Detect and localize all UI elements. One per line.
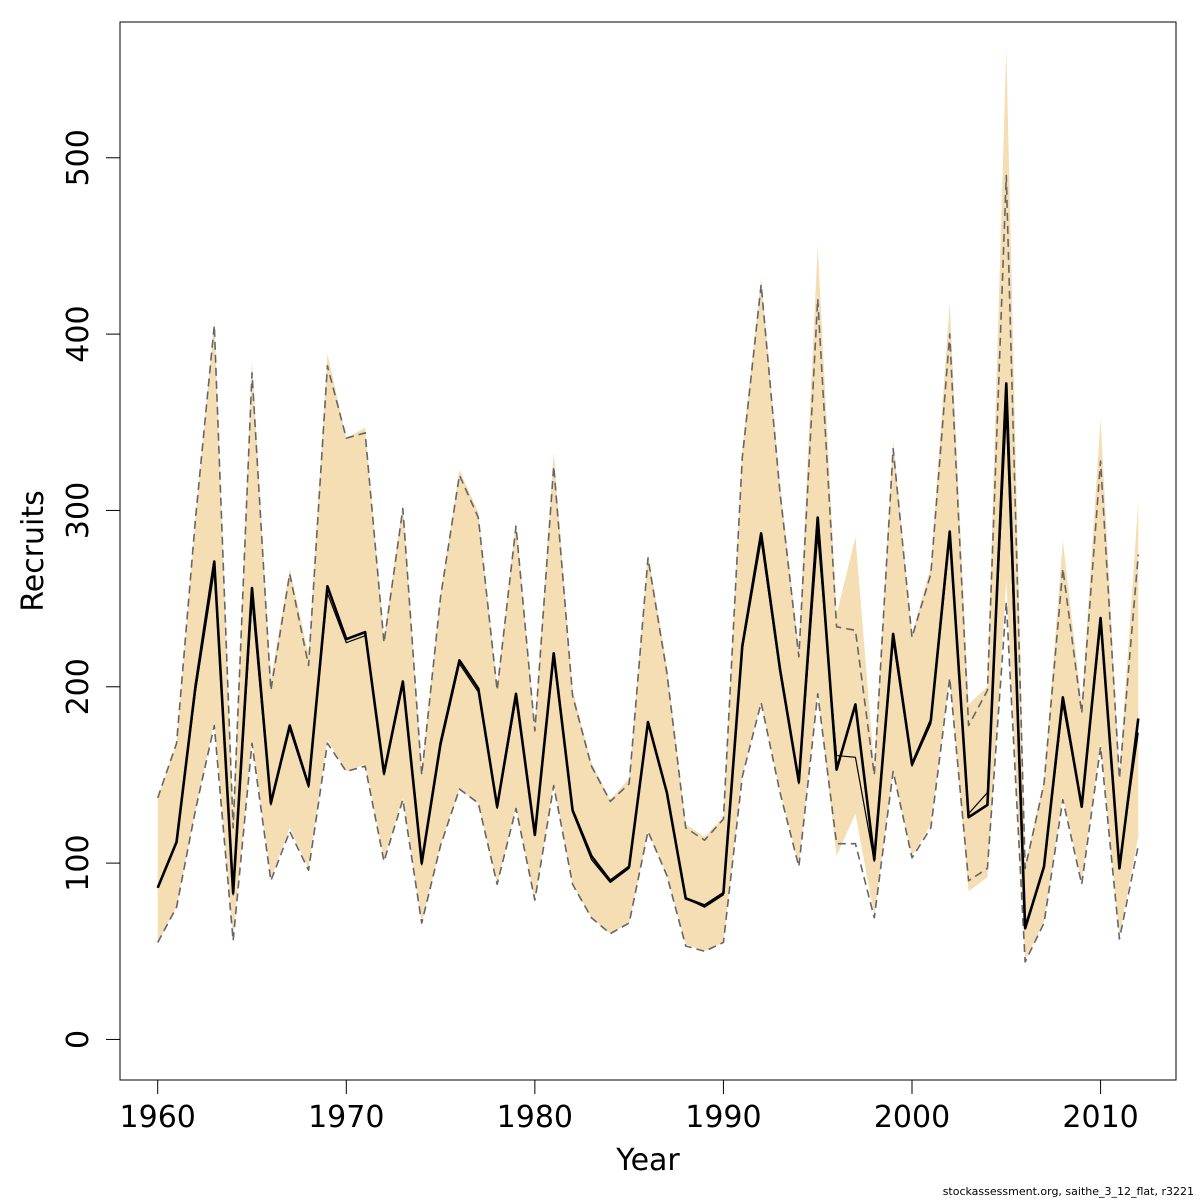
footnote: stockassessment.org, saithe_3_12_flat, r… [943, 1185, 1194, 1198]
y-tick-label: 400 [61, 305, 96, 362]
series-line-dashed-upper [156, 174, 1140, 870]
series-line-solid-thick [156, 382, 1140, 930]
x-tick-label: 1990 [685, 1100, 761, 1135]
x-tick-label: 2000 [874, 1100, 950, 1135]
x-tick-label: 1980 [497, 1100, 573, 1135]
y-tick-label: 300 [61, 482, 96, 539]
x-tick-label: 2010 [1062, 1100, 1138, 1135]
y-tick-label: 200 [61, 658, 96, 715]
y-tick-label: 100 [61, 834, 96, 891]
confidence-band [157, 48, 1139, 961]
series-group [156, 174, 1140, 963]
y-tick-label: 0 [61, 1030, 96, 1049]
confidence-band-group [157, 48, 1139, 961]
x-tick-label: 1970 [308, 1100, 384, 1135]
x-axis: 1960 1970 1980 1990 2000 2010 [120, 1079, 1139, 1135]
y-tick-label: 500 [61, 129, 96, 186]
y-axis: 0 100 200 300 400 500 [61, 129, 121, 1049]
x-tick-label: 1960 [120, 1100, 196, 1135]
x-axis-title: Year [615, 1143, 680, 1178]
y-axis-title: Recruits [16, 490, 51, 612]
